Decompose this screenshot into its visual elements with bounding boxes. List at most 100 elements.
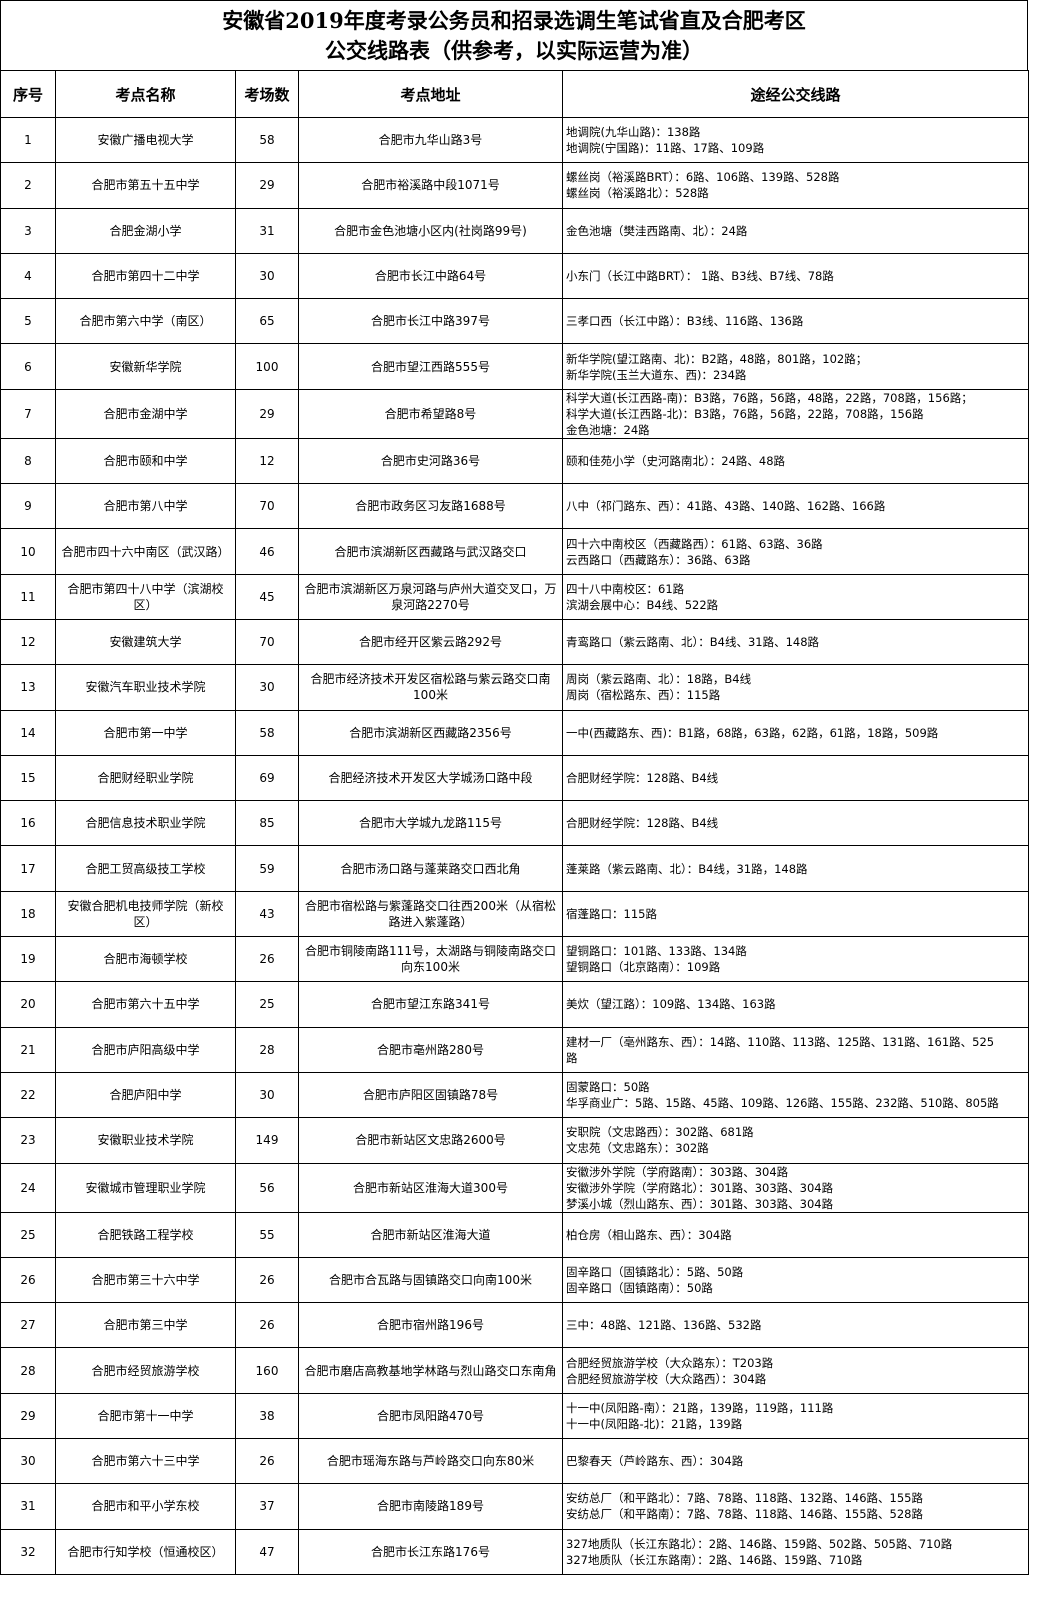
cell-site-name: 安徽广播电视大学 <box>55 116 236 164</box>
route-line: 华孚商业广：5路、15路、45路、109路、126路、155路、232路、510… <box>566 1096 999 1111</box>
route-line: 合肥经贸旅游学校（大众路西）：304路 <box>566 1371 767 1386</box>
route-line: 文忠苑（文忠路东）：302路 <box>566 1141 709 1156</box>
cell-address: 合肥市磨店高教基地学林路与烈山路交口东南角 <box>298 1347 563 1394</box>
route-line: 十一中(凤阳路-北)：21路，139路 <box>566 1416 743 1431</box>
route-line: 科学大道(长江西路-南)：B3路，76路，56路，48路，22路，708路，15… <box>566 390 973 405</box>
table-header-row: 序号 考点名称 考场数 考点地址 途经公交线路 <box>0 70 1029 118</box>
table-row: 6 安徽新华学院 100 合肥市望江西路555号 新华学院(望江路南、北)：B2路，48… <box>0 343 1029 390</box>
cell-site-name: 合肥市第三十六中学 <box>55 1256 236 1304</box>
cell-bus-routes: 合肥经贸旅游学校（大众路东）：T203路 合肥经贸旅游学校（大众路西）：304路 <box>562 1347 1029 1394</box>
cell-address: 合肥市宿松路与紫蓬路交口往西200米（从宿松路进入紫蓬路） <box>298 890 563 938</box>
cell-no: 6 <box>0 343 56 390</box>
cell-room-count: 65 <box>235 298 299 345</box>
table-row: 30 合肥市第六十三中学 26 合肥市瑶海东路与芦岭路交口向东80米 巴黎春天（芦岭路东… <box>0 1438 1029 1485</box>
cell-site-name: 合肥市第六十三中学 <box>55 1438 236 1485</box>
cell-bus-routes: 合肥财经学院：128路、B4线 <box>562 800 1029 847</box>
cell-site-name: 合肥市第三中学 <box>55 1302 236 1349</box>
cell-address: 合肥市史河路36号 <box>298 437 563 485</box>
cell-address: 合肥市望江西路555号 <box>298 343 563 390</box>
route-line: 螺丝岗（裕溪路北）：528路 <box>566 186 709 201</box>
table-row: 14 合肥市第一中学 58 合肥市滨湖新区西藏路2356号 一中(西藏路东、西)：B1路… <box>0 709 1029 756</box>
route-line: 合肥财经学院：128路、B4线 <box>566 771 719 785</box>
cell-room-count: 45 <box>235 573 299 620</box>
route-line: 巴黎春天（芦岭路东、西）：304路 <box>566 1454 744 1469</box>
cell-address: 合肥市新站区文忠路2600号 <box>298 1117 563 1164</box>
table-row: 24 安徽城市管理职业学院 56 合肥市新站区淮海大道300号 安徽涉外学院（学府路南）… <box>0 1162 1029 1213</box>
route-line: 地调院(宁国路)：11路、17路、109路 <box>566 141 765 156</box>
cell-bus-routes: 建材一厂（亳州路东、西）：14路、110路、113路、125路、131路、161… <box>562 1026 1029 1073</box>
cell-bus-routes: 螺丝岗（裕溪路BRT）：6路、106路、139路、528路 螺丝岗（裕溪路北）：5… <box>562 162 1029 209</box>
table-row: 28 合肥市经贸旅游学校 160 合肥市磨店高教基地学林路与烈山路交口东南角 合肥经贸旅… <box>0 1347 1029 1394</box>
table-row: 17 合肥工贸高级技工学校 59 合肥市汤口路与蓬莱路交口西北角 蓬莱路（紫云路南、北）… <box>0 845 1029 892</box>
cell-no: 3 <box>0 207 56 254</box>
cell-room-count: 38 <box>235 1392 299 1440</box>
cell-room-count: 31 <box>235 207 299 254</box>
cell-address: 合肥市凤阳路470号 <box>298 1392 563 1440</box>
cell-no: 12 <box>0 618 56 666</box>
cell-site-name: 合肥金湖小学 <box>55 207 236 254</box>
cell-address: 合肥市望江东路341号 <box>298 981 563 1028</box>
cell-site-name: 合肥信息技术职业学院 <box>55 800 236 847</box>
route-line: 宿蓬路口：115路 <box>566 906 657 921</box>
cell-site-name: 合肥市第八中学 <box>55 483 236 530</box>
route-line: 安纺总厂（和平路南）：7路、78路、118路、146路、155路、528路 <box>566 1507 923 1522</box>
cell-room-count: 85 <box>235 800 299 847</box>
route-line: 梦溪小城（烈山路东、西）：301路、303路、304路 <box>566 1196 834 1211</box>
table-row: 7 合肥市金湖中学 29 合肥市希望路8号 科学大道(长江西路-南)：B3路，76路，5… <box>0 388 1029 439</box>
route-line: 金色池塘（樊洼西路南、北）：24路 <box>566 223 748 238</box>
cell-no: 4 <box>0 252 56 300</box>
cell-address: 合肥市滨湖新区万泉河路与庐州大道交叉口，万泉河路2270号 <box>298 573 563 620</box>
cell-no: 24 <box>0 1162 56 1213</box>
cell-room-count: 29 <box>235 388 299 439</box>
cell-bus-routes: 一中(西藏路东、西)：B1路，68路，63路，62路，61路，18路，509路 <box>562 709 1029 756</box>
cell-room-count: 69 <box>235 754 299 802</box>
cell-address: 合肥市大学城九龙路115号 <box>298 800 563 847</box>
header-room-count: 考场数 <box>235 70 299 118</box>
title-line-2: 公交线路表（供参考，以实际运营为准） <box>325 37 703 63</box>
table-row: 23 安徽职业技术学院 149 合肥市新站区文忠路2600号 安职院（文忠路西）：302… <box>0 1117 1029 1164</box>
table-row: 3 合肥金湖小学 31 合肥市金色池塘小区内(社岗路99号) 金色池塘（樊洼西路南、北）… <box>0 207 1029 254</box>
table-row: 22 合肥庐阳中学 30 合肥市庐阳区固镇路78号 固蒙路口：50路 华孚商业广：5路、1… <box>0 1071 1029 1119</box>
route-line: 蓬莱路（紫云路南、北）：B4线，31路，148路 <box>566 861 808 876</box>
cell-no: 10 <box>0 528 56 575</box>
cell-site-name: 安徽职业技术学院 <box>55 1117 236 1164</box>
route-line: 八中（祁门路东、西）：41路、43路、140路、162路、166路 <box>566 499 886 514</box>
route-line: 新华学院(望江路南、北)：B2路，48路，801路，102路； <box>566 351 868 366</box>
route-line: 建材一厂（亳州路东、西）：14路、110路、113路、125路、131路、161… <box>566 1034 995 1049</box>
cell-site-name: 合肥市颐和中学 <box>55 437 236 485</box>
cell-address: 合肥市新站区淮海大道300号 <box>298 1162 563 1213</box>
cell-room-count: 29 <box>235 162 299 209</box>
table-row: 4 合肥市第四十二中学 30 合肥市长江中路64号 小东门（长江中路BRT）： 1路、B… <box>0 252 1029 300</box>
cell-room-count: 26 <box>235 936 299 983</box>
cell-room-count: 149 <box>235 1117 299 1164</box>
cell-room-count: 58 <box>235 116 299 164</box>
cell-bus-routes: 八中（祁门路东、西）：41路、43路、140路、162路、166路 <box>562 483 1029 530</box>
cell-bus-routes: 十一中(凤阳路-南）：21路，139路，119路，111路 十一中(凤阳路-北)：… <box>562 1392 1029 1440</box>
cell-no: 16 <box>0 800 56 847</box>
cell-no: 19 <box>0 936 56 983</box>
cell-address: 合肥市滨湖新区西藏路与武汉路交口 <box>298 528 563 575</box>
cell-site-name: 合肥市第六十五中学 <box>55 981 236 1028</box>
cell-room-count: 100 <box>235 343 299 390</box>
table-row: 32 合肥市行知学校（恒通校区） 47 合肥市长江东路176号 327地质队（长江东路北… <box>0 1528 1029 1575</box>
cell-address: 合肥市汤口路与蓬莱路交口西北角 <box>298 845 563 892</box>
cell-bus-routes: 宿蓬路口：115路 <box>562 890 1029 938</box>
cell-no: 30 <box>0 1438 56 1485</box>
route-line: 地调院(九华山路)：138路 <box>566 125 701 140</box>
cell-address: 合肥市金色池塘小区内(社岗路99号) <box>298 207 563 254</box>
header-bus-routes: 途经公交线路 <box>562 70 1029 118</box>
cell-bus-routes: 327地质队（长江东路北）：2路、146路、159路、502路、505路、710… <box>562 1528 1029 1575</box>
cell-site-name: 合肥市第十一中学 <box>55 1392 236 1440</box>
cell-room-count: 47 <box>235 1528 299 1575</box>
cell-site-name: 合肥市第一中学 <box>55 709 236 756</box>
route-line: 望铜路口（北京路南）：109路 <box>566 960 721 975</box>
cell-site-name: 合肥市和平小学东校 <box>55 1483 236 1530</box>
cell-room-count: 12 <box>235 437 299 485</box>
cell-site-name: 安徽汽车职业技术学院 <box>55 664 236 711</box>
cell-no: 29 <box>0 1392 56 1440</box>
cell-address: 合肥市合瓦路与固镇路交口向南100米 <box>298 1256 563 1304</box>
cell-room-count: 30 <box>235 1071 299 1119</box>
cell-bus-routes: 颐和佳苑小学（史河路南北）：24路、48路 <box>562 437 1029 485</box>
cell-bus-routes: 新华学院(望江路南、北)：B2路，48路，801路，102路； 新华学院(玉兰大道… <box>562 343 1029 390</box>
cell-bus-routes: 三中：48路、121路、136路、532路 <box>562 1302 1029 1349</box>
